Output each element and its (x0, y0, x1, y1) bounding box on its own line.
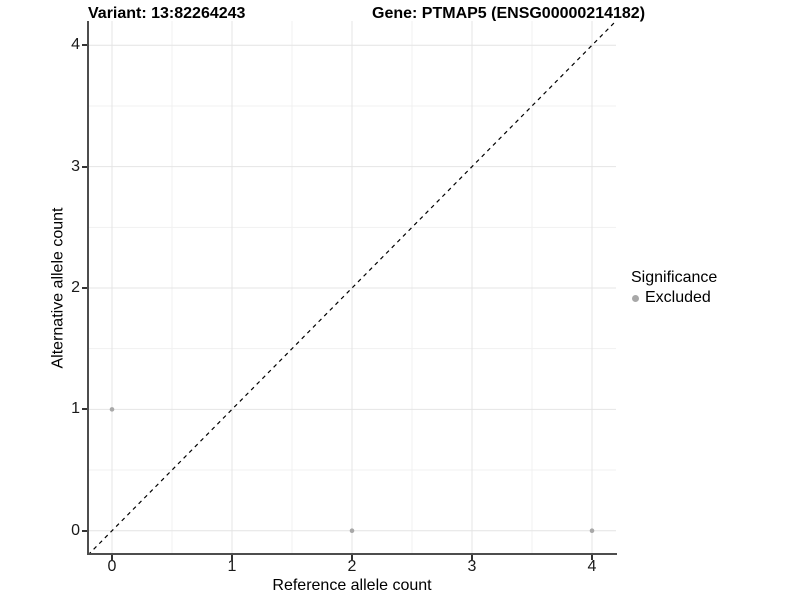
data-point (109, 407, 115, 412)
legend-entry-label: Excluded (645, 289, 711, 306)
y-axis-line (87, 21, 89, 555)
y-tick-label: 4 (71, 36, 80, 54)
x-axis-tick (231, 555, 233, 560)
plot-panel (88, 21, 616, 555)
y-tick-label: 1 (71, 400, 80, 418)
data-point (349, 528, 355, 534)
x-axis-tick (111, 555, 113, 560)
x-axis-tick (591, 555, 593, 560)
y-axis-tick (82, 287, 87, 289)
y-axis-tick (82, 529, 87, 532)
x-axis-tick (471, 555, 473, 560)
y-tick-label: 2 (71, 279, 80, 296)
x-axis-line (87, 553, 617, 555)
data-point (589, 528, 595, 534)
x-axis-title: Reference allele count (272, 577, 432, 594)
y-tick-label: 0 (71, 521, 80, 539)
legend-point-icon (632, 294, 639, 302)
y-axis-tick (82, 408, 87, 411)
legend-title: Significance (631, 269, 718, 286)
plot-title-gene: Gene: PTMAP5 (ENSG00000214182) (372, 5, 646, 22)
y-axis-title-text: Alternative allele count (49, 207, 67, 369)
legend-entry-excluded: Excluded (631, 289, 717, 307)
legend: Significance Excluded (631, 269, 717, 307)
x-tick-label: 2 (347, 558, 357, 575)
x-axis-tick (351, 555, 353, 560)
x-tick-label: 1 (227, 558, 237, 575)
y-axis-tick (82, 165, 87, 168)
plot-title-variant: Variant: 13:82264243 (88, 5, 246, 22)
x-tick-label: 4 (587, 558, 597, 575)
x-tick-label: 0 (107, 558, 117, 575)
x-tick-label: 3 (467, 558, 477, 575)
y-axis-title: Alternative allele count (47, 21, 69, 555)
identity-line (88, 21, 616, 555)
plot-canvas (88, 21, 616, 555)
y-tick-label: 3 (71, 157, 80, 175)
y-axis-tick (82, 44, 87, 47)
